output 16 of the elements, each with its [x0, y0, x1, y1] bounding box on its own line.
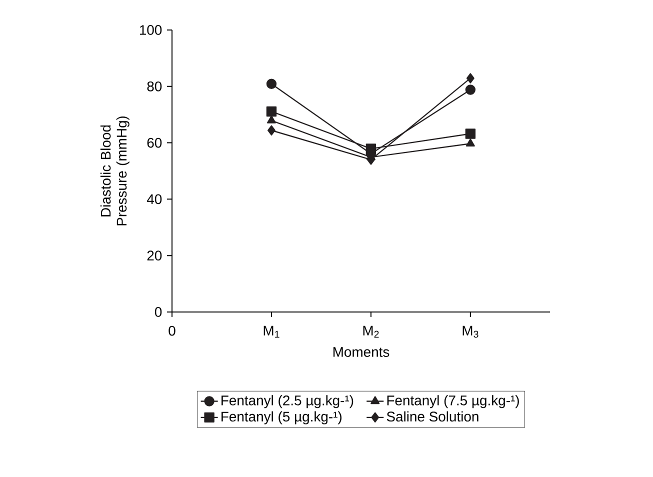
y-tick-label: 40 [146, 194, 162, 204]
y-axis-title: Diastolic Blood Pressure (mmHg) [100, 116, 130, 226]
x-tick-label: M$_{2}$ [363, 326, 379, 338]
y-tick-label: 20 [147, 250, 162, 261]
x-axis-title: Moments [333, 347, 390, 357]
x-tick-label: M$_{1}$ [264, 326, 280, 338]
legend-label: Fentanyl (5 µg.kg-¹) [222, 411, 342, 424]
y-tick-label: 0 [154, 307, 162, 317]
y-tick-label: 80 [147, 81, 162, 92]
x-tick-label: M$_{3}$ [462, 326, 478, 338]
y-tick-label: 60 [147, 138, 162, 148]
x-tick-label: 0 [168, 326, 176, 336]
y-tick-label: 100 [140, 25, 162, 35]
legend-label: Fentanyl (7.5 µg.kg-¹) [387, 395, 519, 408]
legend-label: Fentanyl (2.5 µg.kg-¹) [222, 395, 354, 408]
legend-label: Saline Solution [386, 411, 478, 422]
